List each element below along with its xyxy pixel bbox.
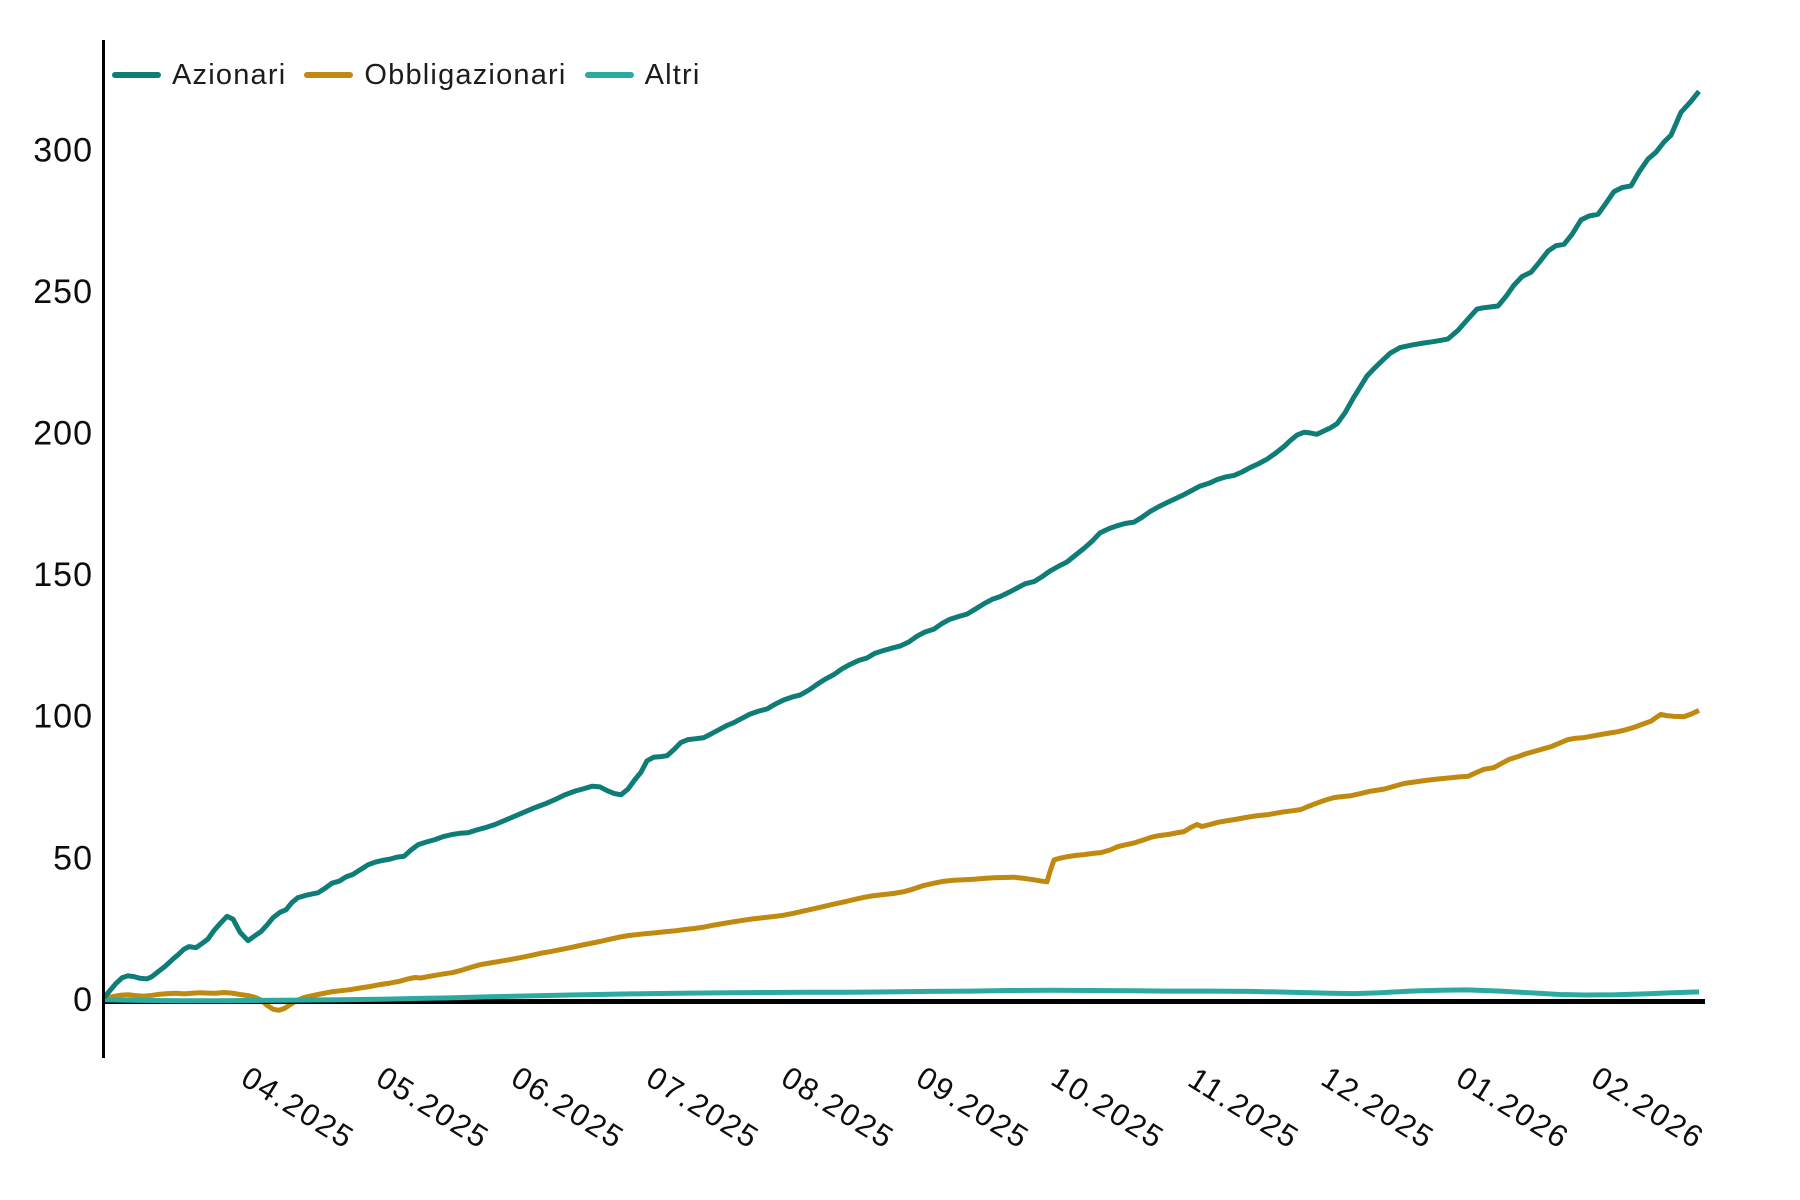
x-tick-label: 08.2025 xyxy=(775,1059,900,1155)
x-tick-label: 10.2025 xyxy=(1045,1059,1170,1155)
legend-item-altri[interactable]: Altri xyxy=(584,55,701,95)
series-lines-over xyxy=(102,89,1701,1004)
x-tick-label: 02.2026 xyxy=(1585,1059,1710,1155)
y-tick-label: 150 xyxy=(33,556,93,594)
legend-label-obbligazionari: Obbligazionari xyxy=(364,59,567,91)
series-lines-under xyxy=(103,708,1701,1013)
legend-label-azionari: Azionari xyxy=(172,59,287,91)
x-tick-label: 12.2025 xyxy=(1315,1059,1440,1155)
x-tick-label: 04.2025 xyxy=(235,1059,360,1155)
legend-swatch-obbligazionari xyxy=(304,72,354,78)
y-axis-tick-labels: 0 50 100 150 200 250 300 xyxy=(33,131,93,1019)
series-line-azionari xyxy=(102,89,1701,1000)
x-axis-tick-labels: 04.2025 05.2025 06.2025 07.2025 08.2025 09.20… xyxy=(235,1059,1710,1155)
y-tick-label: 200 xyxy=(33,415,93,453)
legend-label-altri: Altri xyxy=(644,59,701,91)
x-tick-label: 05.2025 xyxy=(370,1059,495,1155)
series-line-altri xyxy=(103,987,1700,1004)
legend-item-obbligazionari[interactable]: Obbligazionari xyxy=(304,55,566,95)
x-tick-label: 07.2025 xyxy=(640,1059,765,1155)
series-line-obbligazionari xyxy=(103,708,1701,1013)
y-tick-label: 300 xyxy=(33,131,93,169)
y-tick-label: 250 xyxy=(33,273,93,311)
legend: Azionari Obbligazionari Altri xyxy=(112,55,701,95)
legend-swatch-altri xyxy=(584,72,634,78)
legend-item-azionari[interactable]: Azionari xyxy=(112,55,286,95)
legend-swatch-azionari xyxy=(112,72,161,78)
y-tick-label: 50 xyxy=(53,839,93,877)
x-tick-label: 09.2025 xyxy=(910,1059,1035,1155)
x-tick-label: 06.2025 xyxy=(505,1059,630,1155)
x-tick-label: 11.2025 xyxy=(1182,1061,1306,1156)
x-tick-label: 01.2026 xyxy=(1450,1059,1575,1155)
y-tick-label: 100 xyxy=(33,698,93,736)
y-tick-label: 0 xyxy=(73,981,93,1019)
